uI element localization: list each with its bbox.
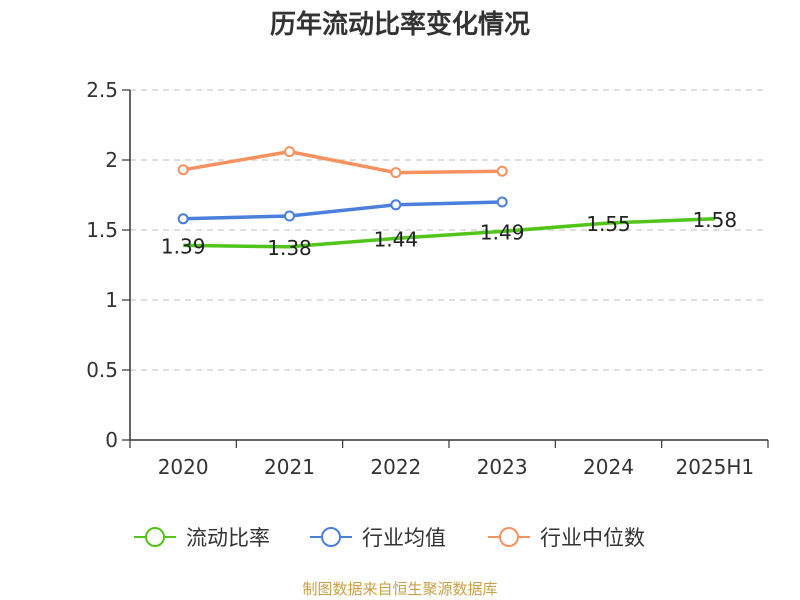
y-tick-label-4: 2	[105, 148, 118, 172]
data-labels: 1.39 1.38 1.44 1.49 1.55 1.58	[161, 208, 737, 260]
x-tick-label-1: 2021	[264, 455, 315, 479]
series-line-1	[183, 200, 503, 221]
source-note: 制图数据来自恒生聚源数据库	[302, 580, 497, 598]
legend: 流动比率 行业均值 行业中位数	[134, 526, 645, 550]
x-tick-label-5: 2025H1	[675, 455, 754, 479]
series-line-0	[183, 217, 715, 249]
y-tick-label-3: 1.5	[86, 218, 118, 242]
series-2-point-1	[284, 146, 295, 158]
legend-marker-1	[321, 527, 341, 547]
series-group	[177, 146, 715, 249]
data-label-3: 1.49	[480, 220, 525, 244]
data-label-1: 1.38	[267, 236, 312, 260]
x-tick-label-0: 2020	[158, 455, 209, 479]
data-label-5: 1.58	[693, 208, 738, 232]
series-2-point-2	[390, 167, 402, 179]
x-tick-label-2: 2022	[370, 455, 421, 479]
series-line-2	[182, 149, 503, 175]
y-tick-label-2: 1	[105, 288, 118, 312]
series-1-point-1	[284, 210, 295, 222]
legend-label-2: 行业中位数	[540, 526, 645, 550]
legend-label-1: 行业均值	[362, 526, 446, 550]
x-tick-label-4: 2024	[583, 455, 634, 479]
y-tick-label-0: 0	[105, 428, 118, 452]
y-tick-label-5: 2.5	[86, 78, 118, 102]
x-tick-label-3: 2023	[477, 455, 528, 479]
legend-marker-2	[499, 527, 519, 547]
data-label-4: 1.55	[586, 212, 631, 236]
legend-label-0: 流动比率	[186, 526, 270, 550]
series-1-point-3	[496, 196, 508, 208]
chart-title: 历年流动比率变化情况	[270, 9, 530, 40]
legend-marker-0	[145, 527, 165, 547]
gridlines	[130, 89, 768, 371]
y-tick-label-1: 0.5	[86, 358, 118, 382]
series-2-point-0	[177, 164, 189, 176]
data-label-2: 1.44	[374, 227, 419, 251]
series-1-point-0	[177, 213, 189, 225]
data-label-0: 1.39	[161, 234, 206, 258]
series-2-point-3	[496, 165, 508, 177]
axes: 0 0.5 1 1.5 2 2.5 2020 2021 2022 2023 2024 2025H1	[86, 78, 769, 479]
series-1-point-2	[390, 199, 402, 211]
